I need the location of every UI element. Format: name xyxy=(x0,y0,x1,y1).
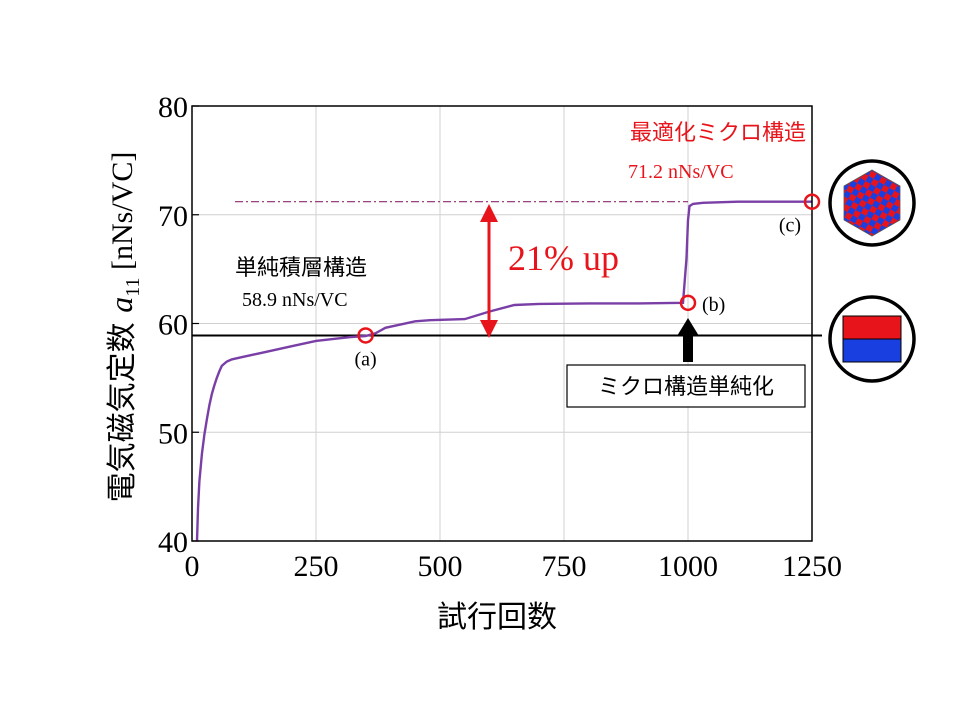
simplify-arrow xyxy=(677,318,699,362)
gain-arrow xyxy=(480,204,498,338)
marker-point xyxy=(679,294,697,312)
x-tick-label: 1250 xyxy=(782,550,842,583)
x-tick-label: 500 xyxy=(418,550,463,583)
x-tick-label: 1000 xyxy=(658,550,718,583)
y-axis-label-symbol: a xyxy=(103,297,139,313)
optimal-microstructure-icon xyxy=(828,159,916,247)
y-tick-label: 50 xyxy=(158,417,188,450)
marker-label: (b) xyxy=(702,294,725,316)
x-tick-label: 750 xyxy=(542,550,587,583)
simplify-box-label: ミクロ構造単純化 xyxy=(598,375,774,400)
optimal-structure-title: 最適化ミクロ構造 xyxy=(630,121,806,146)
x-tick-label: 250 xyxy=(294,550,339,583)
y-tick-label: 40 xyxy=(158,526,188,559)
marker-point xyxy=(357,327,374,344)
y-axis-label: 電気磁気定数 a11 [nNs/VC] xyxy=(103,152,144,503)
simple-laminate-icon xyxy=(828,295,916,383)
tick-labels: 0 250 500 750 1000 1250 40 50 60 70 80 xyxy=(158,91,842,583)
y-axis-label-unit: [nNs/VC] xyxy=(106,152,139,278)
optimal-structure-value: 71.2 nNs/VC xyxy=(628,161,734,183)
y-tick-label: 70 xyxy=(158,200,188,233)
y-tick-label: 60 xyxy=(158,309,188,342)
simple-structure-value: 58.9 nNs/VC xyxy=(242,289,348,311)
y-tick-label: 80 xyxy=(158,91,188,124)
y-axis-label-subscript: 11 xyxy=(122,278,144,297)
reference-lines xyxy=(192,201,822,337)
simple-structure-title: 単純積層構造 xyxy=(235,256,367,281)
x-axis-label: 試行回数 xyxy=(437,600,557,635)
marker-label: (c) xyxy=(779,215,801,237)
y-axis-label-main: 電気磁気定数 xyxy=(105,313,140,503)
series-line xyxy=(195,200,812,542)
simplify-box xyxy=(566,364,806,408)
marker-label: (a) xyxy=(354,348,376,370)
grid xyxy=(192,105,812,542)
gain-label: 21% up xyxy=(508,238,619,278)
x-tick-label: 0 xyxy=(185,550,200,583)
markers: (a) (b) (c) xyxy=(354,193,821,370)
marker-point xyxy=(803,193,821,210)
plot-frame xyxy=(191,105,813,542)
